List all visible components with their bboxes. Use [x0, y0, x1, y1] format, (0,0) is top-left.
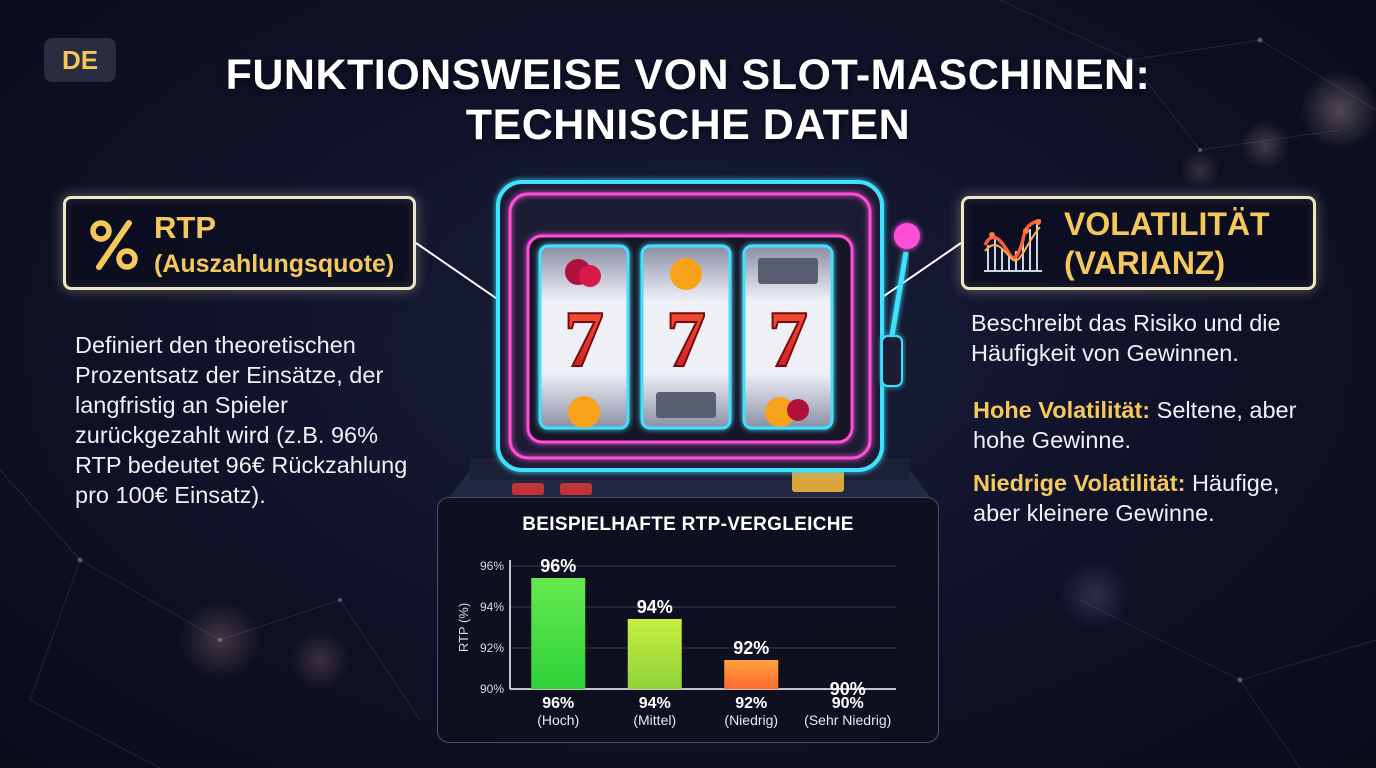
chart-category-sublabel: (Mittel)	[633, 712, 676, 728]
volatility-heading: VOLATILITÄT (VARIANZ)	[1064, 205, 1270, 283]
chart-data-label: 96%	[540, 556, 576, 576]
rtp-subtitle: (Auszahlungsquote)	[154, 250, 395, 278]
chart-bar	[531, 578, 586, 689]
orange-icon	[568, 396, 600, 428]
slot-lever	[889, 251, 909, 337]
bokeh-light	[290, 630, 350, 690]
bokeh-light	[1180, 150, 1220, 190]
rtp-info-box: RTP (Auszahlungsquote)	[63, 196, 416, 290]
rtp-bar-chart: 96%94%92%90%RTP (%)96%96%(Hoch)94%94%(Mi…	[456, 556, 896, 728]
chart-ytick-label: 94%	[480, 600, 504, 614]
slot-spin-button	[792, 470, 844, 492]
chart-bar	[724, 660, 779, 689]
rtp-title: RTP	[154, 210, 216, 245]
orange-icon	[765, 397, 795, 427]
volatility-chart-icon	[983, 219, 1042, 272]
chart-category-sublabel: (Hoch)	[537, 712, 579, 728]
chart-data-label: 94%	[637, 597, 673, 617]
slot-machine: 7 7 7	[440, 180, 940, 510]
orange-icon	[670, 258, 702, 290]
chart-category-label: 90%	[832, 695, 864, 712]
rtp-comparison-chart: BEISPIELHAFTE RTP-VERGLEICHE 96% 94% 92% 90…	[437, 497, 939, 743]
rtp-description: Definiert den theoretischen Prozentsatz …	[75, 332, 408, 508]
slot-lever-mount	[881, 335, 903, 387]
chart-category-label: 92%	[735, 695, 767, 712]
bar-symbol	[758, 258, 818, 284]
volatility-info-box: VOLATILITÄT (VARIANZ)	[961, 196, 1316, 290]
cherry-icon	[787, 399, 809, 421]
slot-lever-knob	[894, 223, 920, 249]
seven-symbol: 7	[768, 296, 808, 384]
low-volatility-text: Häufige, aber kleinere Gewinne.	[973, 470, 1280, 526]
chart-ytick-label: 90%	[480, 682, 504, 696]
volatility-description: Beschreibt das Risiko und die Häufigkeit…	[971, 310, 1281, 366]
chart-ytick-label: 96%	[480, 559, 504, 573]
bokeh-light	[1300, 70, 1376, 150]
title-line-2: TECHNISCHE DATEN	[465, 101, 911, 149]
language-badge[interactable]: DE	[44, 38, 116, 82]
reel-3: 7	[742, 244, 834, 430]
bokeh-light	[1240, 120, 1290, 170]
page-title: FUNKTIONSWEISE VON SLOT-MASCHINEN: TECHN…	[150, 50, 1226, 150]
title-line-1: FUNKTIONSWEISE VON SLOT-MASCHINEN:	[225, 51, 1151, 99]
high-volatility-text: Seltene, aber hohe Gewinne.	[973, 397, 1297, 453]
reel-1: 7	[538, 244, 630, 430]
chart-category-sublabel: (Sehr Niedrig)	[804, 712, 891, 728]
bokeh-light	[180, 600, 260, 680]
chart-category-label: 94%	[639, 695, 671, 712]
percent-icon	[90, 220, 138, 270]
seven-symbol: 7	[564, 296, 604, 384]
chart-category-label: 96%	[542, 695, 574, 712]
chart-y-axis-label: RTP (%)	[456, 603, 471, 652]
low-volatility-label: Niedrige Volatilität:	[973, 470, 1186, 496]
reel-2: 7	[640, 244, 732, 430]
low-volatility-point: Niedrige Volatilität: Häufige, aber klei…	[973, 468, 1333, 528]
chart-data-label: 90%	[830, 679, 866, 699]
rtp-heading: RTP (Auszahlungsquote)	[154, 209, 394, 281]
high-volatility-label: Hohe Volatilität:	[973, 397, 1151, 423]
slot-button	[512, 483, 544, 495]
volatility-subtitle: (VARIANZ)	[1064, 245, 1226, 281]
bokeh-light	[1060, 560, 1130, 630]
chart-category-sublabel: (Niedrig)	[724, 712, 778, 728]
chart-data-label: 92%	[733, 638, 769, 658]
chart-title: BEISPIELHAFTE RTP-VERGLEICHE	[522, 514, 854, 535]
high-volatility-point: Hohe Volatilität: Seltene, aber hohe Gew…	[973, 395, 1333, 455]
volatility-title: VOLATILITÄT	[1064, 206, 1270, 242]
seven-symbol: 7	[666, 296, 706, 384]
chart-ytick-label: 92%	[480, 641, 504, 655]
slot-button	[560, 483, 592, 495]
chart-bar	[627, 619, 682, 689]
bar-symbol	[656, 392, 716, 418]
